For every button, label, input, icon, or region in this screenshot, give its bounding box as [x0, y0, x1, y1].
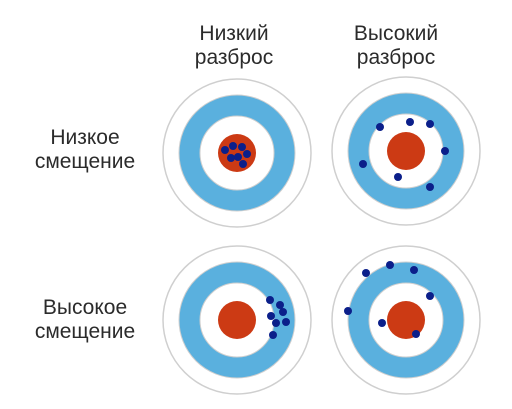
target-low-bias-high-variance: [331, 76, 481, 226]
hit-dot: [378, 319, 386, 327]
hit-dot: [239, 160, 247, 168]
column-header-high-variance: Высокий разброс: [334, 22, 458, 70]
column-header-high-variance-line2: разброс: [356, 46, 436, 69]
hit-dot: [386, 261, 394, 269]
hit-dot: [276, 301, 284, 309]
row-header-low-bias: Низкое смещение: [10, 126, 160, 174]
hit-dot: [426, 183, 434, 191]
hit-dot: [227, 154, 235, 162]
bullseye-center: [387, 301, 425, 339]
row-header-low-bias-line1: Низкое: [50, 126, 120, 149]
bullseye-center: [218, 301, 256, 339]
hit-dot: [266, 296, 274, 304]
hit-dot: [221, 146, 229, 154]
bullseye-center: [387, 132, 425, 170]
row-header-high-bias-line2: смещение: [34, 320, 136, 343]
column-header-high-variance-line1: Высокий: [353, 22, 439, 45]
hit-dot: [406, 118, 414, 126]
hit-dot: [441, 147, 449, 155]
hit-dot: [282, 318, 290, 326]
hit-dot: [394, 173, 402, 181]
hit-dot: [410, 266, 418, 274]
hit-dot: [234, 153, 242, 161]
hit-dot: [376, 123, 384, 131]
row-header-high-bias: Высокое смещение: [10, 296, 160, 344]
hit-dot: [426, 292, 434, 300]
hit-dot: [243, 150, 251, 158]
hit-dot: [269, 331, 277, 339]
column-header-low-variance-line2: разброс: [194, 46, 274, 69]
hit-dot: [412, 330, 420, 338]
hit-dot: [238, 143, 246, 151]
hit-dot: [279, 308, 287, 316]
hit-dot: [359, 160, 367, 168]
row-header-high-bias-line1: Высокое: [42, 296, 128, 319]
column-header-low-variance: Низкий разброс: [172, 22, 296, 70]
hit-dot: [344, 307, 352, 315]
hit-dot: [272, 319, 280, 327]
hit-dot: [362, 269, 370, 277]
hit-dot: [426, 120, 434, 128]
target-low-bias-low-variance: [162, 78, 312, 228]
hit-dot: [229, 142, 237, 150]
target-high-bias-low-variance: [162, 245, 312, 395]
target-high-bias-high-variance: [331, 245, 481, 395]
column-header-low-variance-line1: Низкий: [199, 22, 269, 45]
hit-dot: [267, 312, 275, 320]
row-header-low-bias-line2: смещение: [34, 150, 136, 173]
